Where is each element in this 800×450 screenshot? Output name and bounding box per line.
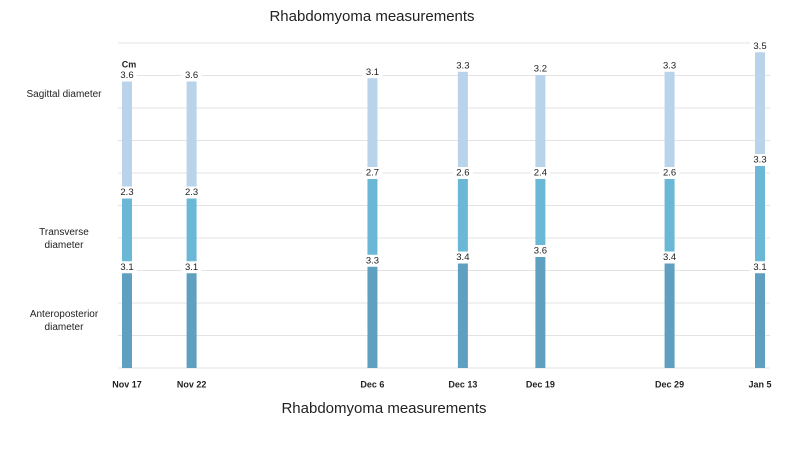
label-bg xyxy=(530,245,551,257)
value-label: 3.6 xyxy=(534,246,547,257)
series-label: Transverse diameter xyxy=(39,227,89,251)
value-label: 3.1 xyxy=(120,262,133,273)
bar-segment xyxy=(664,257,675,368)
x-tick-label: Dec 6 xyxy=(360,379,384,389)
label-bg xyxy=(452,251,473,264)
bar-segment xyxy=(755,160,765,268)
label-bg xyxy=(659,59,680,72)
label-bg xyxy=(362,254,383,267)
label-bg xyxy=(117,261,137,274)
x-tick-label: Nov 17 xyxy=(112,379,142,389)
label-bg xyxy=(659,251,680,264)
label-bg xyxy=(530,167,551,179)
label-bg xyxy=(362,167,383,179)
label-bg xyxy=(181,69,202,82)
value-label: 3.1 xyxy=(366,67,379,78)
label-bg xyxy=(750,154,770,166)
value-label: 2.7 xyxy=(366,168,379,179)
x-tick-label: Dec 13 xyxy=(448,379,477,389)
label-bg xyxy=(659,167,680,179)
bar-segment xyxy=(535,251,546,368)
label-bg xyxy=(750,40,770,53)
x-axis-title: Rhabdomyoma measurements xyxy=(281,400,486,417)
series-label: Sagittal diameter xyxy=(26,89,102,100)
bar-segment xyxy=(457,65,468,173)
bar-segment xyxy=(755,46,765,160)
label-bg xyxy=(452,167,473,179)
bar-segment xyxy=(186,192,197,268)
value-label: 3.1 xyxy=(185,262,198,273)
value-label: 3.4 xyxy=(456,252,469,263)
chart-title: Rhabdomyoma measurements xyxy=(269,8,474,25)
bar-segment xyxy=(367,72,378,173)
bar-segment xyxy=(755,267,765,368)
label-bg xyxy=(181,186,202,199)
value-label: 2.3 xyxy=(185,187,198,198)
bar-segment xyxy=(664,65,675,173)
value-label: 2.6 xyxy=(663,168,676,179)
x-tick-label: Nov 22 xyxy=(177,379,207,389)
label-bg xyxy=(117,69,137,82)
value-label: 2.3 xyxy=(120,187,133,198)
x-tick-label: Dec 29 xyxy=(655,379,684,389)
x-tick-label: Dec 19 xyxy=(526,379,555,389)
bar-segment xyxy=(457,173,468,258)
value-label: 3.1 xyxy=(753,262,766,273)
value-label: 3.2 xyxy=(534,64,547,75)
bar-segment xyxy=(535,173,546,251)
label-bg xyxy=(452,59,473,72)
series-label: Anteroposterior diameter xyxy=(29,309,99,333)
y-axis-unit: Cm xyxy=(122,59,137,69)
x-tick-label: Jan 5 xyxy=(748,379,771,389)
value-label: 3.4 xyxy=(663,252,676,263)
bar-segment xyxy=(186,75,197,193)
bar-segment xyxy=(122,192,132,268)
bar-segment xyxy=(535,69,546,173)
bar-segment xyxy=(367,260,378,368)
value-label: 3.6 xyxy=(120,70,133,81)
value-label: 3.3 xyxy=(366,255,379,266)
label-bg xyxy=(750,261,770,274)
value-label: 3.3 xyxy=(456,60,469,71)
value-label: 3.3 xyxy=(663,60,676,71)
bar-segment xyxy=(664,173,675,258)
label-bg xyxy=(530,63,551,75)
bar-segment xyxy=(457,257,468,368)
bar-segment xyxy=(367,173,378,261)
value-label: 2.6 xyxy=(456,168,469,179)
label-bg xyxy=(362,66,383,79)
label-bg xyxy=(117,186,137,199)
value-label: 2.4 xyxy=(534,168,547,179)
label-bg xyxy=(181,261,202,274)
bar-segment xyxy=(122,75,132,193)
value-label: 3.3 xyxy=(753,155,766,166)
value-label: 3.6 xyxy=(185,70,198,81)
value-label: 3.5 xyxy=(753,41,766,52)
bar-segment xyxy=(186,267,197,368)
bar-segment xyxy=(122,267,132,368)
